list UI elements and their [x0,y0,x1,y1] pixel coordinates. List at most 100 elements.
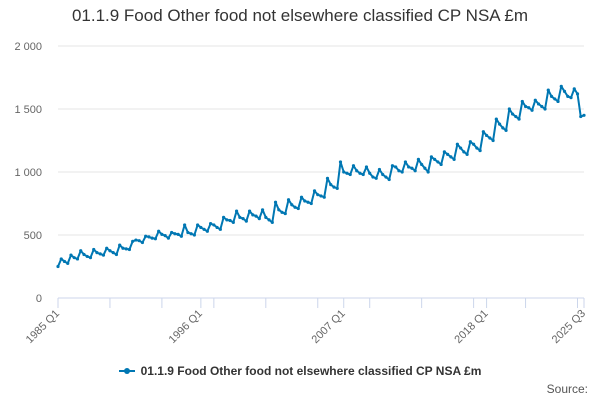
data-point[interactable] [140,240,145,245]
data-point[interactable] [306,200,310,204]
data-point[interactable] [510,112,515,116]
data-point[interactable] [582,113,586,117]
data-point[interactable] [368,171,372,175]
data-point[interactable] [523,104,528,109]
data-point[interactable] [309,201,313,206]
data-point[interactable] [566,94,570,98]
data-point[interactable] [127,247,132,252]
data-point[interactable] [335,186,339,190]
data-point[interactable] [338,160,343,164]
data-point[interactable] [303,199,307,203]
data-point[interactable] [286,198,291,202]
data-point[interactable] [221,215,226,219]
data-point[interactable] [536,102,541,106]
data-point[interactable] [442,150,446,154]
data-point[interactable] [121,246,125,250]
data-point[interactable] [520,99,524,104]
data-point[interactable] [433,157,437,161]
data-point[interactable] [462,150,466,154]
data-point[interactable] [364,165,369,169]
data-point[interactable] [196,223,200,227]
data-point[interactable] [540,104,544,109]
data-point[interactable] [75,257,80,261]
data-point[interactable] [299,195,304,199]
data-point[interactable] [472,142,476,146]
data-point[interactable] [423,166,427,170]
data-point[interactable] [144,234,148,238]
data-point[interactable] [452,157,456,161]
data-point[interactable] [478,148,482,153]
data-point[interactable] [514,114,518,119]
data-point[interactable] [92,247,96,252]
data-point[interactable] [283,211,287,216]
data-point[interactable] [124,247,128,251]
data-point[interactable] [429,155,433,159]
data-point[interactable] [244,219,248,223]
data-point[interactable] [358,171,362,175]
legend[interactable]: 01.1.9 Food Other food not elsewhere cla… [0,364,600,378]
data-point[interactable] [312,189,317,193]
data-point[interactable] [273,200,278,204]
data-point[interactable] [170,230,174,235]
data-point[interactable] [361,172,365,177]
data-point[interactable] [400,170,404,174]
data-point[interactable] [355,169,359,173]
data-point[interactable] [468,140,472,144]
data-point[interactable] [426,170,430,174]
data-point[interactable] [296,206,300,211]
data-point[interactable] [183,223,187,227]
data-point[interactable] [397,169,401,173]
data-point[interactable] [234,209,239,213]
data-point[interactable] [501,126,505,130]
data-point[interactable] [455,142,459,146]
data-point[interactable] [62,259,67,264]
data-point[interactable] [228,218,232,223]
data-point[interactable] [371,175,375,179]
data-point[interactable] [497,122,502,126]
data-point[interactable] [56,264,60,269]
data-point[interactable] [238,215,242,219]
data-point[interactable] [280,210,284,214]
data-point[interactable] [254,214,258,218]
data-point[interactable] [562,89,567,93]
data-point[interactable] [231,220,235,224]
data-point[interactable] [59,257,63,261]
data-point[interactable] [189,232,193,236]
data-point[interactable] [147,235,151,239]
data-point[interactable] [413,169,417,173]
data-point[interactable] [475,146,479,150]
data-point[interactable] [105,246,109,250]
data-point[interactable] [209,222,213,226]
data-point[interactable] [260,208,265,212]
data-point[interactable] [527,106,531,110]
data-point[interactable] [390,164,395,168]
data-point[interactable] [199,225,203,230]
data-point[interactable] [101,253,106,257]
data-point[interactable] [384,175,388,179]
data-point[interactable] [553,97,557,101]
data-point[interactable] [134,238,138,242]
data-point[interactable] [270,220,274,224]
data-point[interactable] [241,217,245,221]
data-point[interactable] [176,232,180,236]
data-point[interactable] [517,117,521,121]
data-point[interactable] [205,229,209,233]
data-point[interactable] [69,253,73,257]
data-point[interactable] [488,136,492,140]
data-point[interactable] [166,236,170,240]
data-point[interactable] [192,233,196,237]
data-point[interactable] [118,243,122,247]
data-point[interactable] [533,98,537,102]
data-point[interactable] [293,205,297,209]
data-point[interactable] [251,213,255,217]
data-point[interactable] [556,99,560,104]
data-point[interactable] [403,160,408,164]
data-point[interactable] [504,128,508,133]
data-point[interactable] [439,162,443,167]
data-point[interactable] [95,251,99,255]
data-point[interactable] [377,167,382,172]
data-point[interactable] [186,230,190,235]
data-point[interactable] [179,234,183,238]
data-point[interactable] [329,183,333,187]
data-point[interactable] [342,170,346,174]
